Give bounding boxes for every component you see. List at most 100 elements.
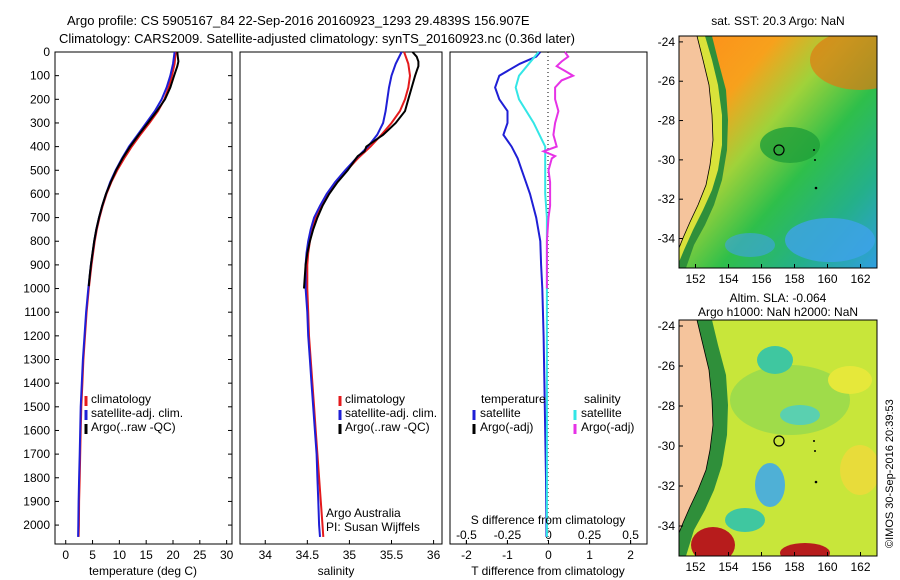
credit-line1: Argo Australia	[326, 506, 401, 520]
series-line-satellite-adj-clim-	[304, 51, 403, 537]
x-tick-label: 15	[140, 548, 154, 562]
figure-title-line1: Argo profile: CS 5905167_84 22-Sep-2016 …	[67, 13, 530, 28]
y-tick-label: 900	[30, 258, 50, 272]
difference-toplabel: S difference from climatology	[471, 513, 626, 527]
legend-sal-argo-label: Argo(..raw -QC)	[345, 420, 430, 434]
difference-xlabel: T difference from climatology	[471, 564, 625, 578]
y-tick-label: 400	[30, 140, 50, 154]
map-y-tick-label: -34	[658, 232, 676, 246]
y-tick-label: 1900	[23, 494, 50, 508]
sla-low-blob	[725, 508, 765, 532]
x-tick-label: 0.5	[622, 528, 639, 542]
sst-map-frame	[678, 35, 878, 269]
legend-diff-sal-header: salinity	[584, 392, 621, 406]
map-y-tick-label: -28	[658, 399, 676, 413]
island-dot	[814, 159, 816, 161]
map-x-tick-label: 162	[850, 272, 870, 286]
series-line-temperature-satellite	[494, 51, 548, 537]
y-tick-label: 1700	[23, 447, 50, 461]
sla-land	[679, 320, 714, 534]
temperature-axes	[54, 51, 233, 545]
x-tick-label: 0	[545, 548, 552, 562]
x-tick-label: 2	[627, 548, 634, 562]
y-tick-label: 1400	[23, 376, 50, 390]
sst-cool-blob	[760, 127, 820, 163]
x-tick-label: 34	[259, 548, 273, 562]
y-tick-label: 2000	[23, 518, 50, 532]
legend-argo-label: Argo(..raw -QC)	[91, 420, 176, 434]
x-tick-label: 25	[193, 548, 207, 562]
y-tick-label: 300	[30, 116, 50, 130]
sst-map-title: sat. SST: 20.3 Argo: NaN	[711, 14, 844, 28]
map-y-tick-label: -30	[658, 439, 676, 453]
series-line-salinity-argo-adj-	[540, 51, 576, 289]
map-y-tick-label: -26	[658, 359, 676, 373]
map-y-tick-label: -26	[658, 74, 676, 88]
legend-diff-temp-header: temperature	[481, 392, 546, 406]
y-tick-label: 1800	[23, 471, 50, 485]
map-y-tick-label: -24	[658, 35, 676, 49]
map-x-tick-label: 156	[751, 560, 771, 574]
sla-map-panel: Altim. SLA: -0.064 Argo h1000: NaN h2000…	[658, 291, 878, 574]
map-x-tick-label: 154	[718, 560, 738, 574]
sla-float-marker	[773, 435, 785, 447]
y-tick-label: 700	[30, 211, 50, 225]
map-x-tick-label: 154	[718, 272, 738, 286]
sla-blob	[730, 365, 850, 435]
y-tick-label: 1600	[23, 423, 50, 437]
map-x-tick-label: 160	[817, 560, 837, 574]
x-tick-label: 36	[427, 548, 441, 562]
sst-land	[679, 36, 714, 249]
series-line-argo-raw-qc-	[303, 51, 420, 289]
map-y-tick-label: -34	[658, 519, 676, 533]
sla-low-blob	[755, 463, 785, 507]
legend-diff-temp-argo-label: Argo(-adj)	[480, 420, 533, 434]
x-tick-label: 0	[62, 548, 69, 562]
map-x-tick-label: 162	[850, 560, 870, 574]
x-tick-label: 34.5	[296, 548, 320, 562]
legend-satellite-label: satellite-adj. clim.	[91, 406, 183, 420]
sst-map-panel: sat. SST: 20.3 Argo: NaN 152 154 156 158 160…	[658, 14, 878, 286]
map-y-tick-label: -32	[658, 192, 676, 206]
island-dot	[814, 450, 816, 452]
x-tick-label: 1	[586, 548, 593, 562]
x-tick-label: 0	[545, 528, 552, 542]
y-tick-label: 1500	[23, 400, 50, 414]
x-tick-label: 35.5	[380, 548, 404, 562]
map-x-tick-label: 160	[817, 272, 837, 286]
sla-high-blob	[840, 445, 877, 495]
y-tick-label: 1100	[24, 305, 50, 319]
island-dot	[814, 480, 818, 484]
legend-climatology-label: climatology	[91, 392, 151, 406]
difference-axes	[449, 51, 648, 545]
map-y-tick-label: -28	[658, 114, 676, 128]
salinity-axes	[239, 51, 443, 545]
x-tick-label: 5	[89, 548, 96, 562]
sla-map-title: Altim. SLA: -0.064	[730, 291, 827, 305]
y-tick-label: 1200	[23, 329, 50, 343]
x-tick-label: 10	[113, 548, 127, 562]
sst-float-marker	[773, 144, 785, 156]
x-tick-label: 30	[220, 548, 234, 562]
y-tick-label: 800	[30, 234, 50, 248]
y-tick-label: 500	[30, 163, 50, 177]
island-dot	[814, 186, 818, 190]
x-tick-label: -0.5	[456, 528, 477, 542]
map-x-tick-label: 152	[685, 560, 705, 574]
x-tick-label: -1	[502, 548, 513, 562]
sla-high-blob	[691, 527, 735, 556]
map-x-tick-label: 158	[784, 272, 804, 286]
x-tick-label: -0.25	[494, 528, 522, 542]
temperature-panel: 0100200300400500600700800900100011001200…	[23, 45, 647, 578]
x-tick-label: 20	[166, 548, 180, 562]
legend-sal-climatology-label: climatology	[345, 392, 405, 406]
sla-high-blob	[780, 543, 830, 556]
sst-cold-blob	[785, 218, 875, 262]
sst-cold-blob-2	[725, 233, 775, 257]
temperature-xlabel: temperature (deg C)	[89, 564, 197, 578]
legend-diff-sal-sat-label: satellite	[581, 406, 622, 420]
y-tick-label: 200	[30, 92, 50, 106]
x-tick-label: 35	[343, 548, 357, 562]
sla-map-frame	[678, 319, 878, 557]
